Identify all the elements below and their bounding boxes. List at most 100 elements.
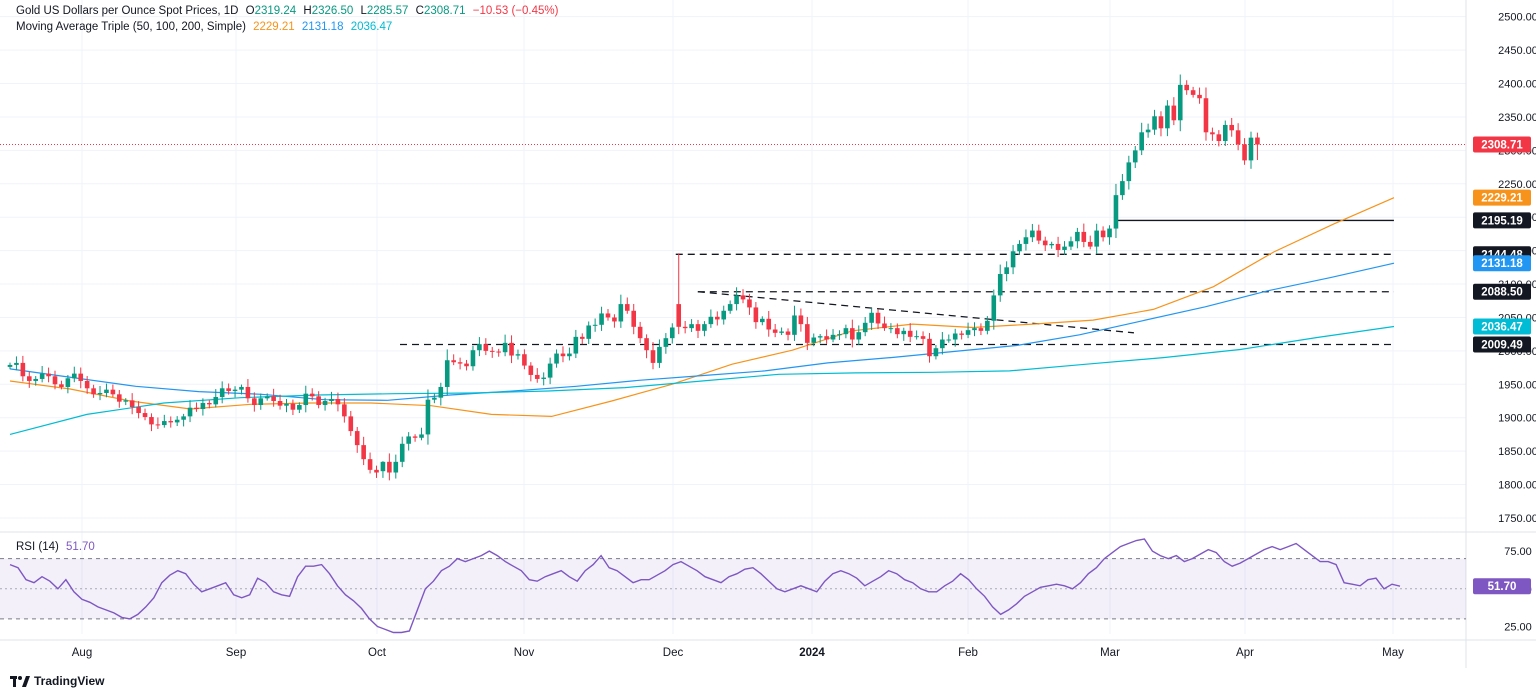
candle-body xyxy=(39,373,45,379)
candle-body xyxy=(1177,84,1183,121)
candle-body xyxy=(1062,246,1067,250)
candle-body xyxy=(1087,241,1093,247)
candle-body xyxy=(869,312,874,323)
candle-body xyxy=(612,317,617,322)
candle-body xyxy=(785,331,791,335)
price-tag-label: 2036.47 xyxy=(1481,322,1523,334)
candle-body xyxy=(708,316,714,325)
tradingview-logo[interactable]: TradingView xyxy=(10,674,104,688)
candle-body xyxy=(470,350,476,367)
candle-body xyxy=(1197,94,1202,99)
candle-body xyxy=(528,365,534,375)
ohlc-high: H2326.50 xyxy=(303,5,354,17)
candle-body xyxy=(399,443,405,462)
time-tick-label: Oct xyxy=(368,647,387,659)
candle-body xyxy=(380,461,386,472)
candle-body xyxy=(322,401,328,406)
candle-body xyxy=(547,363,553,378)
candle-body xyxy=(991,295,997,321)
candle-body xyxy=(914,336,919,338)
candle-body xyxy=(1152,116,1157,130)
price-tick-label: 1800.00 xyxy=(1498,480,1536,492)
candle-body xyxy=(91,388,96,395)
rsi-value-tag xyxy=(1473,578,1531,595)
trend-line xyxy=(697,291,1134,334)
price-tag-label: 2009.49 xyxy=(1481,340,1523,352)
candle-body xyxy=(978,328,984,331)
candle-body xyxy=(329,399,334,402)
time-tick-label: Mar xyxy=(1100,647,1120,659)
candle-body xyxy=(824,336,829,340)
candle-body xyxy=(895,328,900,335)
candle-body xyxy=(284,403,289,406)
candle-body xyxy=(444,360,450,387)
candle-body xyxy=(541,377,546,379)
candle-body xyxy=(1132,150,1138,163)
candle-body xyxy=(232,389,238,391)
candle-body xyxy=(657,346,662,363)
candle-body xyxy=(14,362,19,365)
candle-body xyxy=(933,348,939,357)
price-tag-label: 2195.19 xyxy=(1481,215,1523,227)
candle-body xyxy=(637,326,643,339)
candle-body xyxy=(162,421,167,426)
candle-body xyxy=(1171,105,1177,121)
candle-body xyxy=(644,338,649,351)
candle-body xyxy=(1139,132,1144,151)
candle-body xyxy=(412,436,418,438)
candle-body xyxy=(155,424,161,426)
candle-body xyxy=(972,328,977,331)
candle-body xyxy=(1010,251,1016,268)
candle-body xyxy=(586,325,591,339)
candle-body xyxy=(573,336,579,354)
candle-body xyxy=(811,337,817,343)
candle-body xyxy=(59,384,64,387)
candle-body xyxy=(187,407,193,417)
candle-body xyxy=(290,403,296,410)
candle-body xyxy=(252,398,257,406)
candle-body xyxy=(682,326,688,329)
candle-body xyxy=(772,329,778,333)
candle-body xyxy=(496,351,501,353)
time-tick-label: May xyxy=(1382,647,1404,659)
candle-body xyxy=(837,334,842,336)
candle-body xyxy=(1216,134,1222,142)
price-tick-label: 2450.00 xyxy=(1498,45,1536,57)
price-tick-label: 1900.00 xyxy=(1498,413,1536,425)
candle-body xyxy=(174,419,180,423)
candle-body xyxy=(117,394,122,402)
candle-body xyxy=(194,407,199,410)
price-tags: 2308.712229.212195.192144.482131.182088.… xyxy=(1473,136,1531,353)
candle-body xyxy=(483,344,489,351)
price-tag-label: 2308.71 xyxy=(1481,140,1523,152)
tradingview-icon xyxy=(10,675,30,687)
candle-body xyxy=(907,330,913,337)
candle-body xyxy=(1055,243,1061,250)
rsi-line xyxy=(9,538,1401,634)
candle-body xyxy=(1255,137,1260,145)
candle-body xyxy=(303,393,309,406)
price-tag xyxy=(1473,318,1531,335)
candle-body xyxy=(1113,195,1119,229)
candle-body xyxy=(605,313,611,318)
price-tag xyxy=(1473,136,1531,153)
price-tick-label: 1950.00 xyxy=(1498,379,1536,391)
candle-body xyxy=(258,398,264,406)
candle-body xyxy=(65,378,71,387)
candle-body xyxy=(959,333,964,335)
candle-body xyxy=(760,318,765,323)
candle-body xyxy=(753,307,759,323)
time-tick-label: Aug xyxy=(72,647,92,659)
moving-averages xyxy=(9,197,1395,435)
candle-body xyxy=(1210,132,1215,135)
ma100-value: 2131.18 xyxy=(301,21,344,33)
candle-body xyxy=(515,354,521,356)
time-tick-label: Sep xyxy=(226,647,246,659)
candle-body xyxy=(457,362,463,364)
candle-body xyxy=(1042,240,1048,246)
candle-body xyxy=(509,342,514,356)
candle-body xyxy=(84,380,90,389)
candle-body xyxy=(181,416,186,420)
